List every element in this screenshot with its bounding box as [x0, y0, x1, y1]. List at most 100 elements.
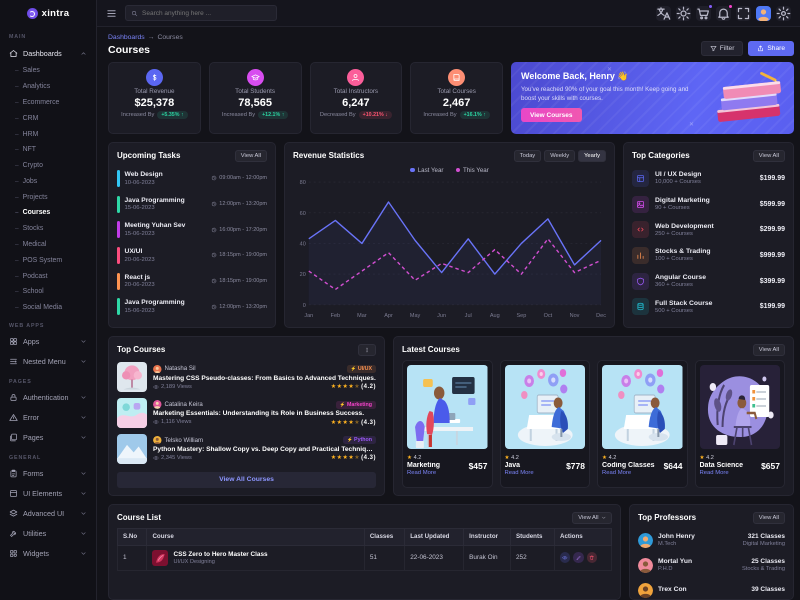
- filter-button[interactable]: Filter: [700, 40, 744, 56]
- category-price: $199.99: [759, 303, 785, 311]
- sidebar-item-nft[interactable]: NFT: [0, 142, 96, 158]
- fullscreen-button[interactable]: [736, 5, 751, 21]
- category-row[interactable]: UI / UX Design 10,000 + Courses $199.99: [632, 166, 785, 192]
- latest-course-card[interactable]: ★ 4.2 Coding Classes Read More $644: [597, 359, 688, 488]
- sidebar-item-forms[interactable]: Forms: [0, 464, 96, 484]
- card-course-name: Data Science: [699, 461, 744, 469]
- layout-icon: [637, 174, 644, 182]
- task-row[interactable]: Java Programming 15-06-2023 12:00pm - 13:2…: [117, 294, 267, 320]
- range-button-weekly[interactable]: Weekly: [544, 149, 576, 162]
- sidebar-item-error[interactable]: Error: [0, 408, 96, 428]
- theme-toggle-button[interactable]: [676, 5, 691, 21]
- sidebar-item-stocks[interactable]: Stocks: [0, 221, 96, 237]
- settings-button[interactable]: [776, 5, 791, 21]
- top-courses-title: Top Courses: [117, 345, 166, 354]
- sidebar-item-podcast[interactable]: Podcast: [0, 268, 96, 284]
- task-row[interactable]: UX/UI 20-06-2023 18:15pm - 19:00pm: [117, 243, 267, 269]
- card-course-name: Java: [504, 461, 521, 469]
- task-row[interactable]: Meeting Yuhan Sev 15-06-2023 16:00pm - 17:…: [117, 217, 267, 243]
- latest-course-card[interactable]: ★ 4.2 Java Read More $778: [499, 359, 590, 488]
- share-button[interactable]: Share: [748, 40, 794, 56]
- more-options-button[interactable]: [358, 343, 376, 356]
- sidebar-item-ecommerce[interactable]: Ecommerce: [0, 95, 96, 111]
- task-row[interactable]: Java Programming 15-06-2023 12:00pm - 13:2…: [117, 191, 267, 217]
- sidebar-item-crm[interactable]: CRM: [0, 110, 96, 126]
- categories-view-all-button[interactable]: View All: [752, 149, 785, 162]
- edit-button[interactable]: [573, 552, 584, 563]
- top-course-row[interactable]: Telsko William ⚡ Python Python Mastery: Sh…: [117, 431, 376, 467]
- cap-icon: [251, 74, 260, 80]
- sidebar-item-social-media[interactable]: Social Media: [0, 300, 96, 316]
- sidebar-item-school[interactable]: School: [0, 284, 96, 300]
- range-button-today[interactable]: Today: [513, 149, 542, 162]
- sidebar-item-pos-system[interactable]: POS System: [0, 252, 96, 268]
- latest-course-card[interactable]: ★ 4.2 Data Science Read More $657: [694, 359, 785, 488]
- sidebar-item-medical[interactable]: Medical: [0, 237, 96, 253]
- sidebar-item-widgets[interactable]: Widgets: [0, 544, 96, 564]
- sidebar-item-sales[interactable]: Sales: [0, 63, 96, 79]
- sidebar-item-projects[interactable]: Projects: [0, 189, 96, 205]
- filter-icon: [710, 45, 717, 52]
- notifications-button[interactable]: [716, 3, 733, 21]
- top-course-row[interactable]: Catalina Keira ⚡ Marketing Marketing Essen…: [117, 395, 376, 431]
- column-header: Instructor: [463, 527, 511, 546]
- course-list-view-all-button[interactable]: View All: [572, 511, 612, 524]
- sidebar-item-authentication[interactable]: Authentication: [0, 388, 96, 408]
- clock-icon: [212, 304, 217, 309]
- sidebar-item-hrm[interactable]: HRM: [0, 126, 96, 142]
- professor-row[interactable]: Mortal Yun P.H.D 25 Classes Stocks & Tradin…: [638, 553, 785, 578]
- svg-text:Sep: Sep: [516, 312, 526, 318]
- sidebar-item-ui-elements[interactable]: UI Elements: [0, 484, 96, 504]
- top-course-row[interactable]: Natasha Sil ⚡ UI/UX Mastering CSS Pseudo-c…: [117, 360, 376, 396]
- sidebar-item-dashboards[interactable]: Dashboards: [0, 43, 96, 63]
- tasks-view-all-button[interactable]: View All: [234, 149, 267, 162]
- menu-toggle-button[interactable]: [106, 8, 117, 19]
- read-more-link[interactable]: Read More: [407, 470, 437, 477]
- professor-row[interactable]: John Henry M.Tech 321 Classes Digital Marke…: [638, 528, 785, 553]
- range-button-yearly[interactable]: Yearly: [578, 149, 606, 162]
- read-more-link[interactable]: Read More: [504, 470, 534, 477]
- sidebar-item-jobs[interactable]: Jobs: [0, 173, 96, 189]
- sidebar-item-nested-menu[interactable]: Nested Menu: [0, 352, 96, 372]
- view-courses-button[interactable]: View Courses: [521, 108, 582, 123]
- sidebar-item-advanced-ui[interactable]: Advanced UI: [0, 504, 96, 524]
- sidebar-item-pages[interactable]: Pages: [0, 428, 96, 448]
- search-input[interactable]: [142, 9, 271, 17]
- sidebar-item-apps[interactable]: Apps: [0, 332, 96, 352]
- breadcrumb-separator: →: [147, 34, 155, 41]
- clipboard-icon: [10, 469, 17, 478]
- latest-view-all-button[interactable]: View All: [752, 343, 785, 356]
- category-row[interactable]: Web Development 250 + Courses $299.99: [632, 217, 785, 243]
- sidebar-item-courses[interactable]: Courses: [0, 205, 96, 221]
- view-button[interactable]: [559, 552, 571, 563]
- view-all-courses-button[interactable]: View All Courses: [117, 471, 376, 488]
- cart-button[interactable]: [696, 3, 713, 21]
- category-row[interactable]: Full Stack Course 500 + Courses $199.99: [632, 294, 785, 320]
- stat-value: 2,467: [442, 96, 471, 109]
- latest-course-card[interactable]: ★ 4.2 Marketing Read More $457: [402, 359, 493, 488]
- task-row[interactable]: Web Design 10-06-2023 09:00am - 12:00pm: [117, 166, 267, 192]
- read-more-link[interactable]: Read More: [602, 470, 632, 477]
- sidebar-item-crypto[interactable]: Crypto: [0, 158, 96, 174]
- user-avatar[interactable]: [756, 5, 771, 21]
- delete-button[interactable]: [586, 552, 598, 563]
- task-row[interactable]: React js 20-06-2023 18:15pm - 19:00pm: [117, 268, 267, 294]
- tool-icon: [10, 530, 17, 537]
- breadcrumb-dashboards[interactable]: Dashboards: [108, 34, 145, 41]
- read-more-link[interactable]: Read More: [699, 470, 729, 477]
- sidebar-item-utilities[interactable]: Utilities: [0, 524, 96, 544]
- view-icon: [562, 555, 568, 560]
- course-title: Marketing Essentials: Understanding its …: [153, 410, 365, 418]
- category-row[interactable]: Stocks & Trading 100 + Courses $999.99: [632, 243, 785, 269]
- author-name: Natasha Sil: [164, 365, 196, 373]
- brand-logo[interactable]: xintra: [0, 0, 96, 27]
- category-row[interactable]: Angular Course 360 + Courses $399.99: [632, 268, 785, 294]
- sidebar-item-analytics[interactable]: Analytics: [0, 79, 96, 95]
- chevron-icon: [81, 492, 86, 495]
- professors-view-all-button[interactable]: View All: [752, 511, 785, 524]
- language-button[interactable]: [656, 5, 671, 21]
- professor-avatar: [638, 532, 653, 548]
- category-row[interactable]: Digital Marketing 90 + Courses $599.99: [632, 191, 785, 217]
- table-row[interactable]: 1 CSS Zero to Hero Master Class UI/UX Desi…: [116, 544, 613, 571]
- professor-row[interactable]: Trex Con 39 Classes: [638, 578, 785, 600]
